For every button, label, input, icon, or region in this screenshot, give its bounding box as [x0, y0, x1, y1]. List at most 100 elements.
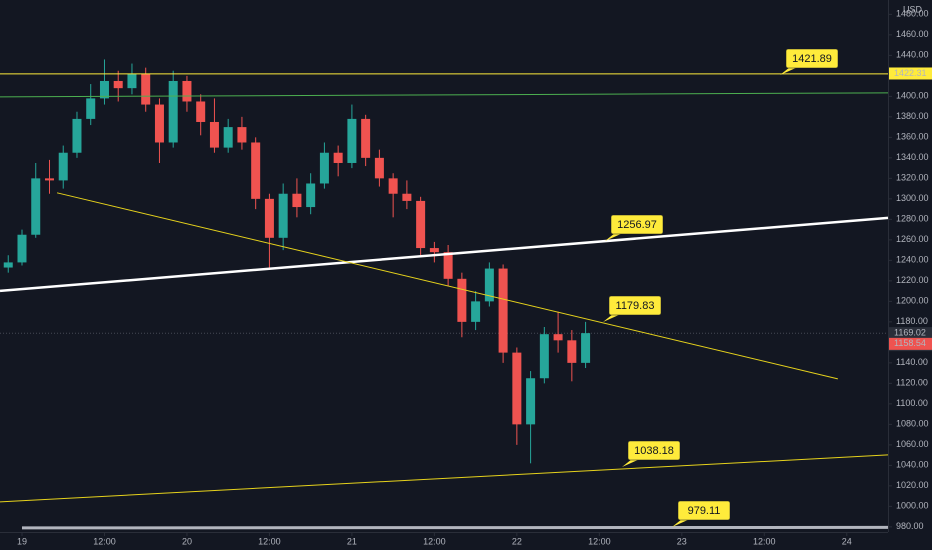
candle-body — [429, 248, 439, 253]
x-tick-label: 20 — [182, 536, 192, 546]
candle-body — [168, 80, 178, 143]
y-tick-label: 1000.00 — [896, 501, 929, 511]
candle-body — [3, 262, 13, 268]
callout-box — [785, 48, 839, 69]
candle-body — [347, 118, 357, 163]
x-tick-label: 12:00 — [753, 536, 776, 546]
y-tick-label: 1380.00 — [896, 111, 929, 121]
candle-body — [539, 334, 549, 379]
y-tick-label: 1400.00 — [896, 91, 929, 101]
y-tick-label: 1320.00 — [896, 173, 929, 183]
callout-label: 1038.18 — [634, 445, 674, 457]
candle-body — [374, 157, 384, 179]
candle-body — [237, 127, 247, 143]
callout-box — [627, 440, 681, 461]
candle-body — [471, 301, 481, 322]
candle-body — [333, 152, 343, 163]
trend-line — [21, 525, 889, 530]
callout-box — [608, 295, 662, 316]
candle-body — [264, 198, 274, 238]
x-tick-label: 19 — [17, 536, 27, 546]
y-tick-label: 1180.00 — [896, 316, 928, 326]
candle-body — [319, 152, 329, 184]
price-tag — [889, 67, 932, 80]
y-tick-label: 980.00 — [896, 521, 924, 531]
candle-body — [182, 80, 192, 102]
y-tick-label: 1340.00 — [896, 152, 929, 162]
callout-label: 979.11 — [688, 505, 721, 517]
y-tick-label: 1200.00 — [896, 296, 929, 306]
y-tick-label: 1140.00 — [896, 357, 928, 367]
candle-body — [416, 200, 426, 249]
y-tick-label: 1260.00 — [896, 234, 929, 244]
callout-pointer — [672, 519, 690, 527]
price-tag-label: 1169.02 — [894, 327, 926, 337]
y-tick-label: 1120.00 — [896, 378, 928, 388]
y-tick-label: 1080.00 — [896, 419, 929, 429]
callout-pointer — [605, 233, 623, 241]
x-tick-label: 12:00 — [423, 536, 446, 546]
y-tick-label: 1280.00 — [896, 214, 929, 224]
x-tick-label: 24 — [842, 536, 852, 546]
callout-pointer — [603, 314, 621, 322]
candle-body — [553, 334, 563, 341]
candle-body — [209, 121, 219, 148]
candle-body — [154, 104, 164, 143]
callout-pointer — [622, 459, 640, 467]
y-tick-label: 1020.00 — [896, 480, 929, 490]
candle-body — [484, 268, 494, 302]
candle-body — [86, 98, 96, 119]
y-tick-label: 1220.00 — [896, 275, 929, 285]
y-tick-label: 1100.00 — [896, 398, 928, 408]
candle-body — [292, 193, 302, 208]
callout-label: 1421.89 — [792, 53, 832, 65]
x-tick-label: 21 — [347, 536, 357, 546]
y-tick-label: 1240.00 — [896, 255, 929, 265]
x-tick-label: 12:00 — [258, 536, 281, 546]
candle-body — [72, 118, 82, 153]
y-tick-label: 1460.00 — [896, 29, 929, 39]
candle-body — [223, 127, 233, 148]
y-tick-label: 1300.00 — [896, 193, 929, 203]
candle-body — [278, 193, 288, 238]
price-tag-label: 1158.54 — [894, 338, 926, 348]
candle-body — [361, 118, 371, 158]
candle-body — [44, 178, 54, 181]
x-tick-label: 23 — [677, 536, 687, 546]
price-tag-label: 1422.31 — [894, 68, 927, 78]
callout-pointer — [780, 67, 798, 75]
trend-line — [0, 216, 889, 293]
price-tag — [889, 337, 932, 350]
candle-body — [457, 278, 467, 322]
callout-label: 1179.83 — [616, 300, 655, 312]
currency: USD — [903, 4, 923, 14]
candle-body — [127, 73, 137, 89]
y-tick-label: 1360.00 — [896, 132, 929, 142]
candle-body — [388, 178, 398, 194]
trend-line — [56, 192, 838, 380]
candle-body — [196, 101, 206, 122]
y-tick-label: 1440.00 — [896, 50, 929, 60]
candle-body — [581, 333, 591, 363]
candle-body — [512, 352, 522, 425]
candle-body — [498, 268, 508, 353]
candle-body — [443, 252, 453, 279]
candle-body — [251, 142, 261, 199]
callout-box — [677, 500, 731, 521]
x-tick-label: 22 — [512, 536, 522, 546]
candle-body — [402, 193, 412, 201]
candle-body — [113, 80, 123, 89]
x-tick-label: 12:00 — [588, 536, 611, 546]
candle-body — [306, 183, 316, 208]
x-tick-label: 12:00 — [93, 536, 116, 546]
candle-body — [526, 378, 536, 425]
candle-body — [567, 340, 577, 363]
y-tick-label: 1060.00 — [896, 439, 929, 449]
candle-body — [31, 178, 41, 235]
y-tick-label: 1480.00 — [896, 9, 929, 19]
candle-body — [141, 73, 151, 105]
trend-line — [0, 92, 889, 98]
candle-body — [17, 234, 27, 263]
